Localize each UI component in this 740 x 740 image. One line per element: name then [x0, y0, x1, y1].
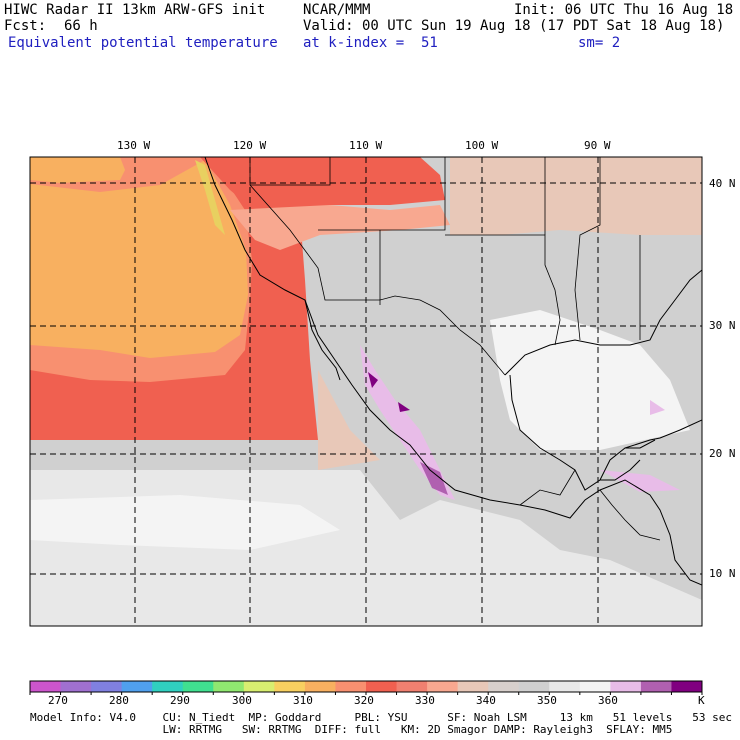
forecast-hour: 66 h: [64, 18, 98, 34]
model-info-line1: Model Info: V4.0 CU: N_Tiedt MP: Goddard…: [30, 711, 732, 724]
colorbar-cell: [152, 681, 184, 692]
cb-tick-330: 330: [415, 694, 435, 707]
valid-time: Valid: 00 UTC Sun 19 Aug 18 (17 PDT Sat …: [303, 18, 725, 34]
model-title: HIWC Radar II 13km ARW-GFS init: [4, 2, 266, 18]
pacific-peach-north: [30, 157, 125, 183]
purple-spot-2: [398, 402, 410, 412]
org-label: NCAR/MMM: [303, 2, 371, 18]
lat-label-30n: 30 N: [709, 319, 736, 332]
colorbar-cell: [243, 681, 275, 692]
colorbar-cell: [396, 681, 428, 692]
cb-tick-320: 320: [354, 694, 374, 707]
colorbar-cell: [182, 681, 214, 692]
lat-label-20n: 20 N: [709, 447, 736, 460]
level-label: at k-index = 51: [303, 35, 438, 51]
lon-label-100w: 100 W: [465, 139, 499, 152]
colorbar: [29, 680, 703, 693]
lon-label-130w: 130 W: [117, 139, 151, 152]
cb-tick-360: 360: [598, 694, 618, 707]
southern-white-patch: [30, 495, 340, 550]
gulf-lilac-spot: [650, 400, 665, 415]
colorbar-cell: [304, 681, 336, 692]
lat-label-40n: 40 N: [709, 177, 736, 190]
colorbar-cell: [427, 681, 459, 692]
coastlines: [204, 157, 702, 586]
colorbar-cell: [274, 681, 306, 692]
field-name: Equivalent potential temperature: [8, 35, 278, 51]
cb-unit-label: K: [698, 694, 705, 707]
lat-label-10n: 10 N: [709, 567, 736, 580]
colorbar-cell: [488, 681, 520, 692]
gulf-white-region: [490, 310, 690, 450]
init-time: Init: 06 UTC Thu 16 Aug 18: [514, 2, 734, 18]
cb-tick-270: 270: [48, 694, 68, 707]
caribbean-lilac-region: [600, 470, 680, 492]
colorbar-cell: [60, 681, 92, 692]
coastal-yellow-strip: [195, 160, 225, 235]
model-info-line2: LW: RRTMG SW: RRTMG DIFF: full KM: 2D Sm…: [30, 723, 673, 736]
cb-tick-350: 350: [537, 694, 557, 707]
graticule: [30, 157, 702, 626]
colorbar-cell: [610, 681, 642, 692]
colorbar-cell: [579, 681, 611, 692]
cb-tick-300: 300: [232, 694, 252, 707]
colorbar-ticks: [29, 692, 703, 695]
colorbar-cell: [671, 681, 703, 692]
smoothing-label: sm= 2: [578, 35, 621, 51]
colorbar-cell: [91, 681, 123, 692]
coastal-lilac-region: [360, 345, 455, 500]
forecast-label: Fcst:: [4, 18, 47, 34]
pacific-peach-region: [30, 160, 248, 358]
colorbar-cell: [30, 681, 62, 692]
lon-label-110w: 110 W: [349, 139, 383, 152]
map-frame: [29, 156, 703, 627]
salmon-band: [230, 205, 450, 250]
tan-baja-offshore: [318, 370, 380, 470]
colorbar-cell: [121, 681, 153, 692]
colorbar-cell: [640, 681, 672, 692]
purple-spot-1: [368, 372, 378, 388]
colorbar-cell: [366, 681, 398, 692]
colorbar-cell: [335, 681, 367, 692]
purple-spot-3: [420, 462, 448, 495]
colorbar-cell: [457, 681, 489, 692]
colorbar-cell: [549, 681, 581, 692]
tan-plains-region: [450, 157, 702, 235]
cb-tick-340: 340: [476, 694, 496, 707]
northwest-red-region: [200, 157, 445, 215]
cb-tick-310: 310: [293, 694, 313, 707]
colorbar-cell: [213, 681, 245, 692]
lon-label-90w: 90 W: [584, 139, 611, 152]
cb-tick-280: 280: [109, 694, 129, 707]
cb-tick-290: 290: [170, 694, 190, 707]
political-borders: [249, 157, 661, 541]
lon-label-120w: 120 W: [233, 139, 267, 152]
colorbar-cell: [518, 681, 550, 692]
